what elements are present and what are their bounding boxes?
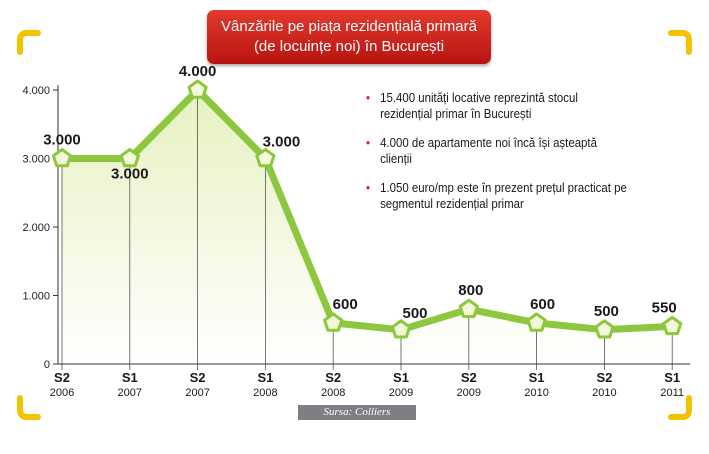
x-tick-label-period: S2 (54, 370, 70, 385)
frame-corner-bottom-right (668, 395, 692, 420)
x-tick-label-year: 2009 (389, 387, 413, 399)
x-tick-label-period: S1 (122, 370, 138, 385)
data-label: 3.000 (43, 132, 81, 149)
note-text: 15.400 unități locative reprezintă stocu… (380, 90, 578, 121)
y-tick-label: 1.000 (22, 291, 50, 303)
bullet-icon: • (366, 90, 371, 105)
data-label: 500 (402, 305, 427, 322)
data-point (594, 319, 615, 339)
area-fill (62, 90, 673, 364)
data-point (526, 312, 547, 332)
x-tick-label-period: S2 (325, 370, 341, 385)
data-point (187, 79, 208, 99)
x-tick-label-year: 2009 (457, 387, 481, 399)
source-label: Sursa: Colliers (298, 405, 416, 420)
data-point (390, 319, 412, 339)
x-tick-label-period: S1 (257, 370, 273, 385)
data-point (662, 315, 683, 336)
title-line-2: (de locuințe noi) în București (253, 38, 445, 55)
bullet-icon: • (366, 180, 371, 195)
y-tick-label: 0 (44, 359, 50, 371)
data-label: 500 (594, 303, 619, 320)
x-tick-label-year: 2010 (524, 387, 548, 399)
x-tick-label-period: S1 (529, 370, 545, 385)
data-label: 600 (333, 296, 358, 313)
data-label: 4.000 (179, 63, 217, 80)
x-tick-label-period: S2 (596, 370, 612, 385)
frame-corner-top-left (17, 30, 41, 55)
y-tick-label: 4.000 (22, 85, 50, 97)
plot-area: 0 1.000 2.000 3.000 4.000 3.000 3.000 4.000 3.00… (22, 63, 690, 399)
note-item: • 15.400 unități locative reprezintă sto… (366, 90, 630, 122)
note-item: • 4.000 de apartamente noi încă își aște… (366, 135, 630, 167)
x-tick-label-year: 2008 (253, 387, 277, 399)
x-tick-label-year: 2011 (660, 387, 684, 399)
data-point (255, 148, 276, 168)
notes-list: • 15.400 unități locative reprezintă sto… (366, 90, 666, 225)
data-label: 600 (530, 296, 555, 313)
note-text: 1.050 euro/mp este în prezent prețul pra… (380, 180, 627, 211)
data-label: 3.000 (263, 134, 301, 151)
bullet-icon: • (366, 135, 371, 150)
y-tick-label: 3.000 (22, 154, 50, 166)
series-line (58, 86, 676, 334)
data-label: 550 (652, 299, 677, 316)
data-point (119, 148, 140, 168)
x-tick-label-period: S1 (664, 370, 680, 385)
x-tick-label-year: 2006 (50, 387, 74, 399)
data-label: 800 (458, 282, 483, 299)
x-tick-label-year: 2008 (321, 387, 345, 399)
x-tick-label-period: S2 (190, 370, 206, 385)
chart-title: Vânzările pe piața rezidențială primară … (207, 10, 491, 64)
x-tick-label-year: 2007 (118, 387, 142, 399)
frame-corner-bottom-left (17, 395, 41, 420)
x-tick-label-year: 2007 (185, 387, 209, 399)
data-label: 3.000 (111, 166, 149, 183)
y-tick-label: 2.000 (22, 222, 50, 234)
x-tick-label-period: S1 (393, 370, 409, 385)
data-point (458, 298, 479, 318)
data-point (323, 312, 344, 332)
note-item: • 1.050 euro/mp este în prezent prețul p… (366, 180, 630, 212)
x-tick-label-year: 2010 (592, 387, 616, 399)
data-point (51, 148, 73, 168)
note-text: 4.000 de apartamente noi încă își așteap… (380, 135, 597, 166)
title-line-1: Vânzările pe piața rezidențială primară (221, 18, 477, 35)
frame-corner-top-right (668, 30, 692, 55)
x-tick-label-period: S2 (461, 370, 477, 385)
